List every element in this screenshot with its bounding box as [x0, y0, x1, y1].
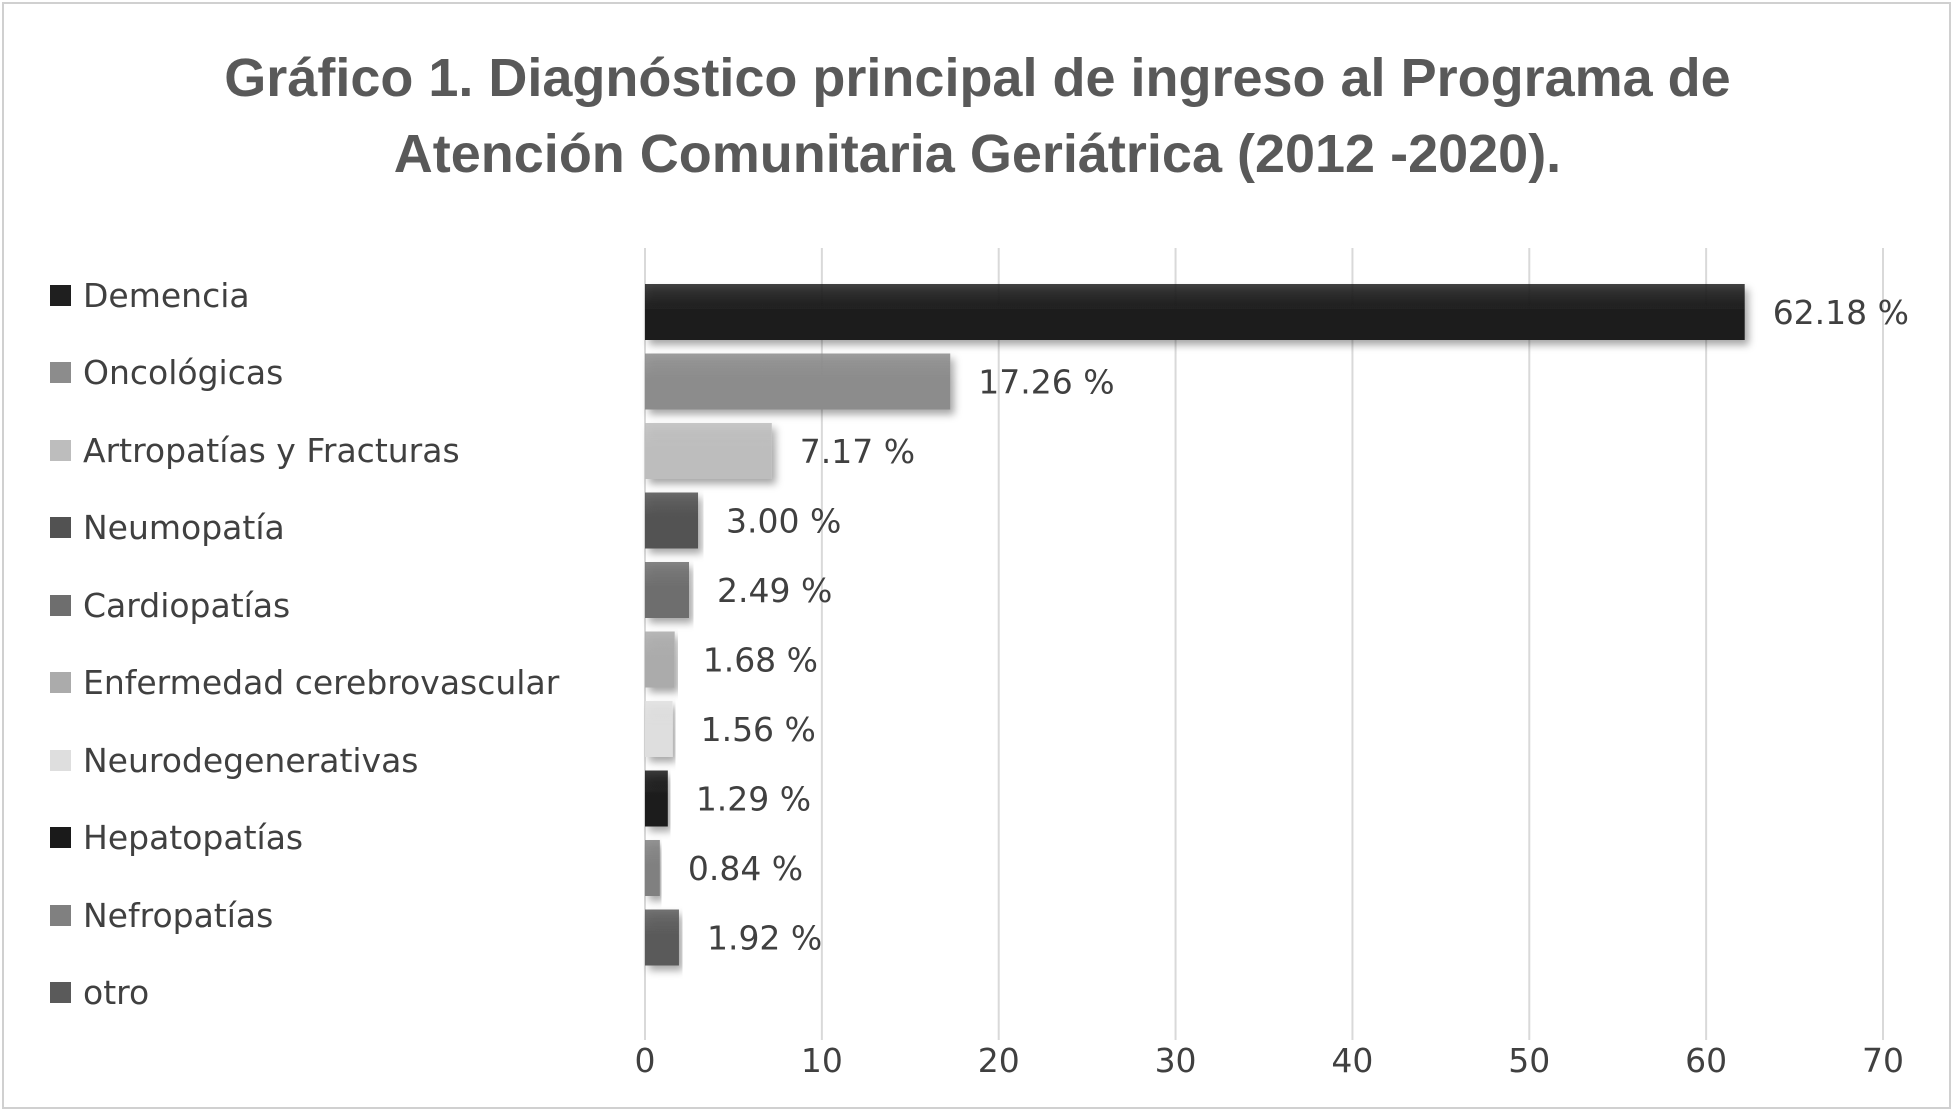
bar: [645, 492, 699, 549]
x-tick-label: 0: [635, 1041, 656, 1080]
bar: [645, 909, 679, 966]
x-tick-label: 60: [1685, 1041, 1727, 1080]
legend-label: Neumopatía: [83, 508, 285, 547]
legend-swatch: [50, 749, 71, 771]
legend-item: Hepatopatías: [50, 818, 303, 858]
x-tick-label: 10: [801, 1041, 843, 1080]
x-tick-label: 70: [1862, 1041, 1904, 1080]
chart-title: Gráfico 1. Diagnóstico principal de ingr…: [0, 40, 1955, 192]
bar: [645, 770, 668, 827]
chart-title-line-2: Atención Comunitaria Geriátrica (2012 -2…: [393, 124, 1562, 184]
x-tick-label: 50: [1508, 1041, 1550, 1080]
legend-label: Hepatopatías: [83, 818, 304, 857]
legend-swatch: [50, 439, 71, 461]
legend-label: Enfermedad cerebrovascular: [83, 663, 560, 702]
legend-swatch: [50, 594, 71, 616]
data-label: 7.17 %: [800, 432, 915, 471]
legend-label: Oncológicas: [83, 353, 284, 392]
bar: [645, 423, 772, 479]
data-label: 62.18 %: [1773, 293, 1909, 332]
x-tick-label: 40: [1331, 1041, 1373, 1080]
legend-item: Neurodegenerativas: [50, 740, 419, 780]
legend-item: otro: [50, 973, 149, 1013]
legend-label: Nefropatías: [83, 895, 274, 935]
data-label: 1.68 %: [703, 641, 818, 680]
data-label: 17.26 %: [978, 363, 1114, 402]
legend-swatch: [50, 284, 71, 306]
data-label: 1.56 %: [701, 710, 816, 749]
data-label: 3.00 %: [726, 502, 841, 541]
legend-item: Cardiopatías: [50, 585, 290, 625]
legend-swatch: [50, 362, 71, 383]
bar: [645, 562, 690, 618]
data-label: 2.49 %: [717, 571, 832, 610]
legend-item: Enfermedad cerebrovascular: [50, 663, 559, 703]
legend-swatch: [50, 982, 71, 1003]
bar: [645, 631, 675, 688]
x-tick-label: 30: [1155, 1041, 1197, 1080]
legend-swatch: [50, 827, 71, 848]
legend-item: Demencia: [50, 275, 250, 315]
chart-title-line-1: Gráfico 1. Diagnóstico principal de ingr…: [224, 48, 1731, 108]
bar: [645, 701, 673, 757]
legend-label: Neurodegenerativas: [83, 740, 419, 780]
legend-swatch: [50, 517, 71, 538]
legend-item: Nefropatías: [50, 895, 273, 935]
legend-label: Cardiopatías: [83, 585, 291, 625]
legend-item: Artropatías y Fracturas: [50, 430, 460, 470]
data-label: 1.92 %: [707, 919, 822, 958]
data-label: 0.84 %: [688, 849, 803, 888]
bar: [645, 353, 951, 410]
legend-swatch: [50, 672, 71, 693]
data-label: 1.29 %: [696, 780, 811, 819]
legend-item: Neumopatía: [50, 508, 285, 548]
legend-label: Artropatías y Fracturas: [83, 430, 460, 470]
legend-swatch: [50, 904, 71, 926]
legend-item: Oncológicas: [50, 353, 283, 393]
legend-label: Demencia: [83, 275, 250, 315]
bar: [645, 840, 660, 896]
bar: [645, 284, 1745, 340]
legend-label: otro: [83, 973, 150, 1012]
x-tick-label: 20: [978, 1041, 1020, 1080]
